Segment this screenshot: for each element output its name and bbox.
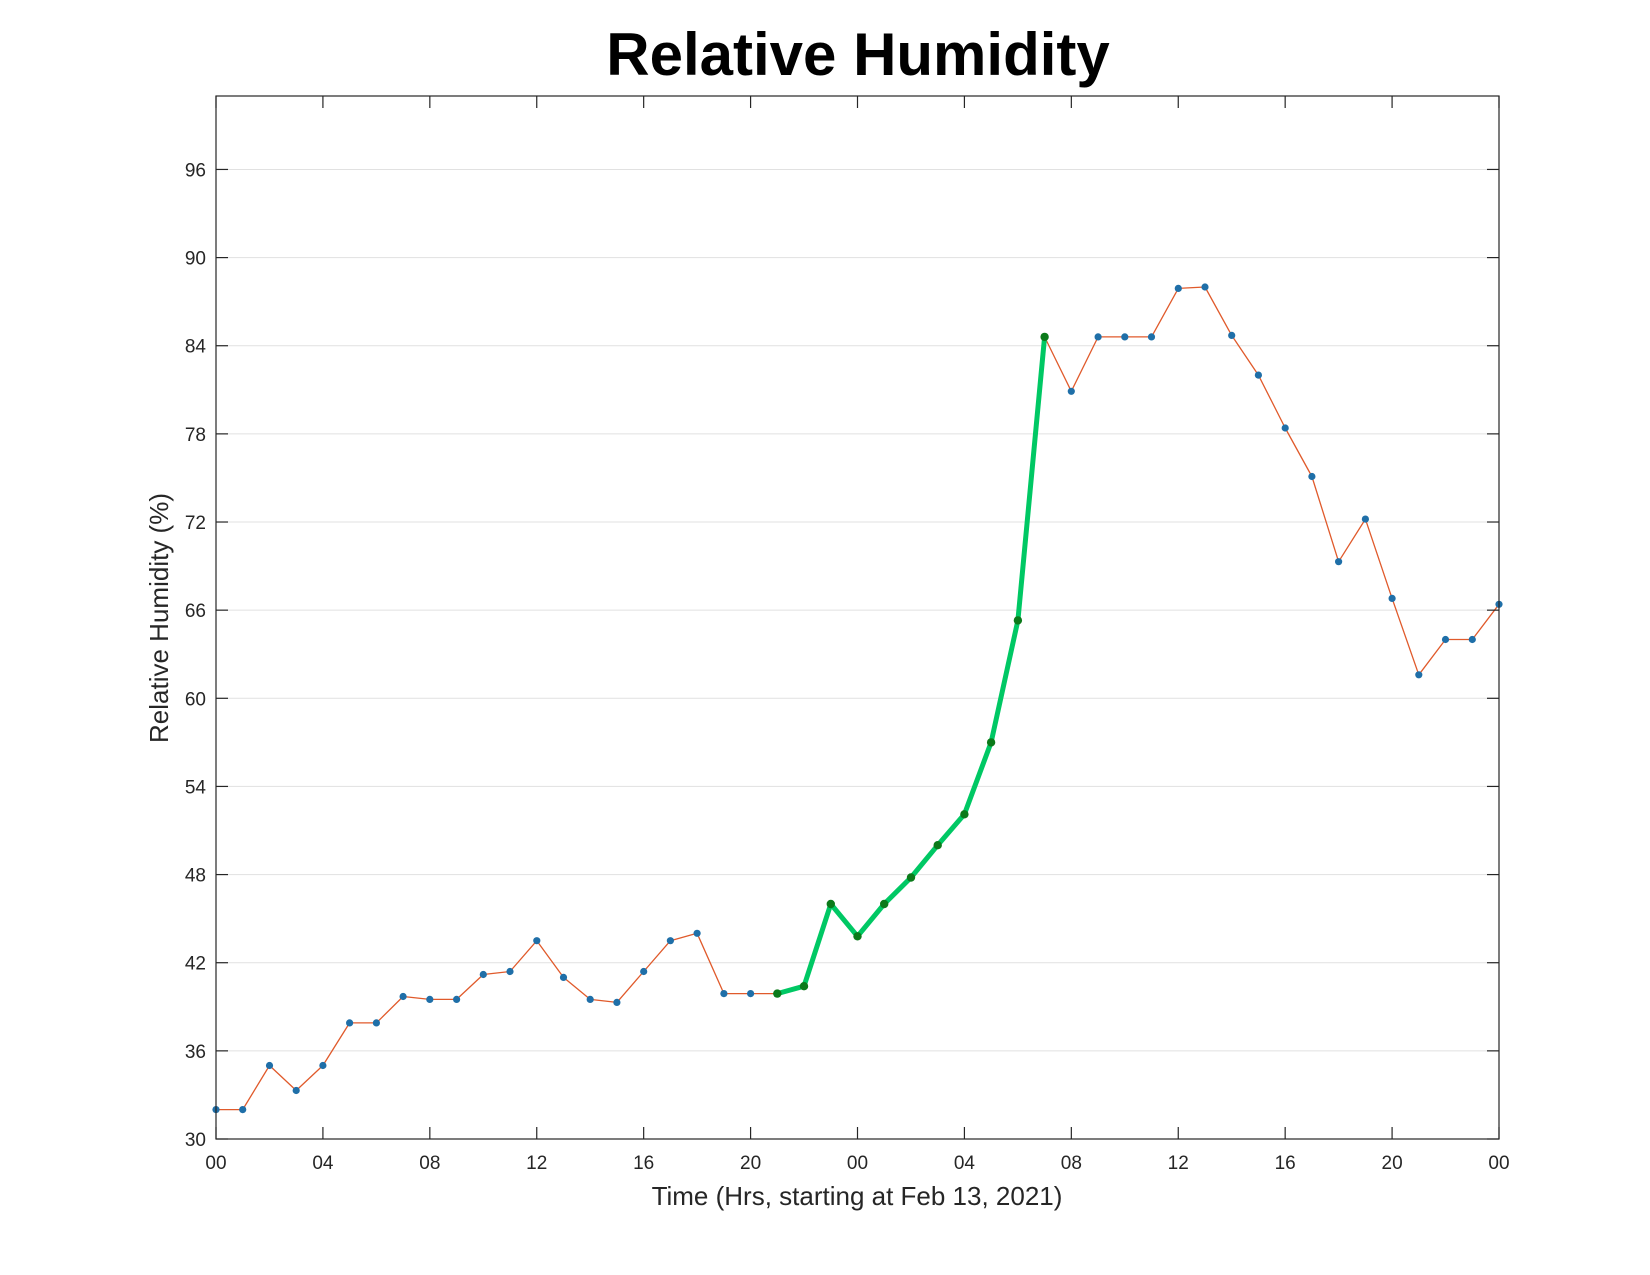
highlight-data-point bbox=[906, 873, 916, 882]
data-point bbox=[506, 967, 514, 976]
y-tick-label: 48 bbox=[185, 866, 206, 887]
data-series bbox=[212, 283, 1503, 1114]
data-point bbox=[1415, 671, 1423, 679]
y-tick-label: 60 bbox=[185, 689, 206, 710]
data-point bbox=[1335, 558, 1343, 566]
data-point bbox=[1228, 331, 1236, 339]
data-point bbox=[1468, 635, 1476, 644]
highlight-data-point bbox=[773, 989, 782, 998]
y-axis-label: Relative Humidity (%) bbox=[144, 493, 174, 743]
y-tick-label: 36 bbox=[185, 1042, 206, 1063]
data-point bbox=[693, 929, 701, 937]
data-point bbox=[479, 970, 487, 979]
data-point bbox=[533, 937, 541, 945]
highlight-data-point bbox=[960, 810, 969, 819]
x-tick-label: 20 bbox=[740, 1153, 761, 1174]
x-tick-label: 04 bbox=[954, 1153, 976, 1174]
data-point bbox=[1281, 424, 1289, 432]
data-point bbox=[265, 1061, 274, 1070]
data-point bbox=[1121, 333, 1129, 341]
data-point bbox=[372, 1019, 380, 1027]
data-point bbox=[453, 995, 461, 1004]
y-tick-label: 54 bbox=[185, 777, 207, 798]
data-point bbox=[1388, 594, 1396, 603]
axis-ticks: 30 36 42 48 54 60 66 72 78 84 90 96 00 04 08 12 16 20 00 04… bbox=[185, 96, 1510, 1174]
x-tick-label: 04 bbox=[312, 1153, 334, 1174]
chart-title: Relative Humidity bbox=[606, 21, 1110, 88]
highlight-data-point bbox=[1040, 332, 1049, 342]
data-point bbox=[346, 1019, 354, 1027]
highlight-data-point bbox=[1013, 616, 1023, 625]
data-point bbox=[586, 995, 594, 1004]
data-point bbox=[292, 1086, 300, 1095]
data-point bbox=[1361, 515, 1369, 523]
highlight-data-point bbox=[826, 899, 835, 909]
y-tick-label: 78 bbox=[185, 425, 206, 446]
data-point bbox=[426, 995, 434, 1004]
x-axis-label: Time (Hrs, starting at Feb 13, 2021) bbox=[652, 1181, 1063, 1211]
data-point bbox=[747, 990, 755, 998]
data-point bbox=[1254, 371, 1262, 379]
data-point bbox=[1147, 333, 1156, 341]
x-tick-label: 08 bbox=[1061, 1153, 1082, 1174]
data-point bbox=[640, 967, 648, 976]
x-tick-label: 12 bbox=[526, 1153, 547, 1174]
x-tick-label: 16 bbox=[1275, 1153, 1296, 1174]
x-tick-label: 08 bbox=[419, 1153, 440, 1174]
data-point bbox=[720, 990, 728, 998]
x-tick-label: 00 bbox=[205, 1153, 226, 1174]
x-tick-label: 12 bbox=[1168, 1153, 1189, 1174]
data-point bbox=[1441, 635, 1450, 644]
highlight-data-point bbox=[880, 899, 889, 909]
data-point bbox=[399, 992, 407, 1001]
data-point bbox=[1308, 472, 1316, 481]
y-tick-label: 96 bbox=[185, 160, 206, 181]
y-tick-label: 84 bbox=[185, 337, 207, 358]
highlight-data-point bbox=[933, 841, 942, 850]
y-tick-label: 72 bbox=[185, 513, 206, 534]
data-point bbox=[666, 937, 675, 945]
highlight-data-point bbox=[986, 738, 996, 747]
data-point bbox=[1174, 284, 1182, 292]
highlight-data-point bbox=[799, 982, 809, 991]
series-line-highlight bbox=[774, 334, 1048, 997]
data-point bbox=[1094, 333, 1102, 341]
y-tick-label: 90 bbox=[185, 249, 206, 270]
data-point bbox=[613, 998, 621, 1007]
data-point bbox=[1067, 387, 1075, 395]
x-tick-label: 16 bbox=[633, 1153, 654, 1174]
x-tick-label: 00 bbox=[847, 1153, 868, 1174]
data-point bbox=[1201, 283, 1209, 291]
x-tick-label: 00 bbox=[1488, 1153, 1509, 1174]
data-point bbox=[239, 1106, 247, 1114]
y-tick-label: 30 bbox=[185, 1130, 206, 1151]
y-tick-label: 42 bbox=[185, 954, 206, 975]
highlight-data-point bbox=[853, 932, 862, 941]
x-tick-label: 20 bbox=[1382, 1153, 1403, 1174]
data-point bbox=[559, 973, 568, 982]
data-point bbox=[319, 1061, 327, 1070]
plot-frame bbox=[215, 95, 1500, 1140]
gridlines bbox=[216, 168, 1499, 1140]
y-tick-label: 66 bbox=[185, 601, 206, 622]
